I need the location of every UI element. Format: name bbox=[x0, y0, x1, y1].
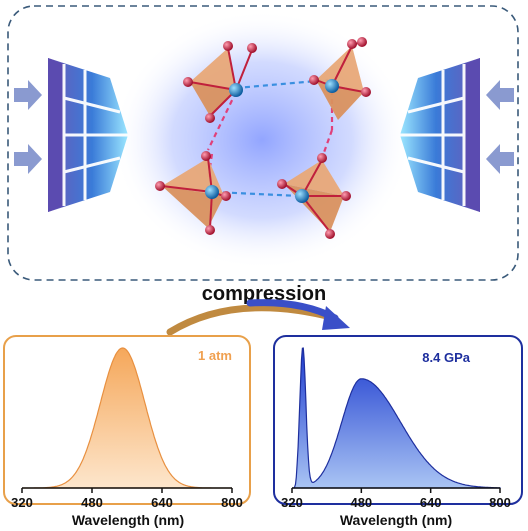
compressed-x-tick-label: 800 bbox=[489, 495, 511, 510]
left-arrow-bottom bbox=[14, 144, 42, 174]
compressed-emission-curve bbox=[292, 347, 501, 489]
right-arrow-top bbox=[486, 80, 514, 110]
ambient-x-tick-label: 800 bbox=[221, 495, 243, 510]
right-arrow-bottom bbox=[486, 144, 514, 174]
tetrahedron-unit-top-left bbox=[183, 41, 257, 123]
spectrum-panel-ambient: 1 atm 320 480 640 800 Wavelength (nm) bbox=[3, 335, 251, 528]
compression-arrow bbox=[166, 299, 350, 336]
spectrum-panel-compressed: 8.4 GPa 320 480 640 800 Wavelength (nm) bbox=[273, 335, 523, 528]
tetrahedron-unit-top-right bbox=[309, 37, 371, 120]
ambient-x-tick-label: 640 bbox=[151, 495, 173, 510]
ambient-x-axis-title: Wavelength (nm) bbox=[72, 512, 184, 528]
right-anvil bbox=[400, 58, 480, 212]
compression-label: compression bbox=[202, 283, 326, 305]
compressed-x-axis-title: Wavelength (nm) bbox=[340, 512, 452, 528]
compressed-x-tick-label: 640 bbox=[420, 495, 442, 510]
compressed-x-tick-label: 320 bbox=[281, 495, 303, 510]
compressed-x-tick-label: 480 bbox=[350, 495, 372, 510]
tetrahedron-unit-bottom-right bbox=[277, 153, 351, 239]
tetrahedron-unit-bottom-left bbox=[155, 151, 231, 235]
ambient-x-tick-label: 320 bbox=[11, 495, 33, 510]
left-arrow-top bbox=[14, 80, 42, 110]
left-anvil bbox=[48, 58, 128, 212]
ambient-x-tick-label: 480 bbox=[81, 495, 103, 510]
compressed-condition-label: 8.4 GPa bbox=[422, 350, 470, 365]
ambient-condition-label: 1 atm bbox=[198, 348, 232, 363]
luminescence-glow bbox=[112, 10, 412, 270]
